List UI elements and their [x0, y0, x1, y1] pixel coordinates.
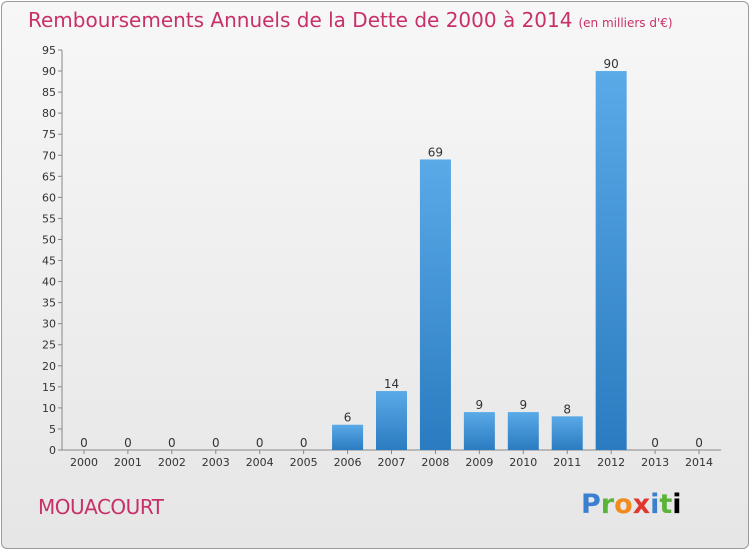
y-tick-label: 65	[42, 170, 56, 183]
y-tick-label: 20	[42, 360, 56, 373]
x-tick-label: 2010	[509, 456, 537, 469]
y-tick-label: 55	[42, 212, 56, 225]
x-tick-label: 2004	[246, 456, 274, 469]
x-tick-label: 2013	[641, 456, 669, 469]
x-tick-label: 2011	[553, 456, 581, 469]
y-tick-label: 15	[42, 381, 56, 394]
y-tick-label: 35	[42, 297, 56, 310]
y-tick-label: 95	[42, 44, 56, 57]
data-label: 0	[651, 436, 659, 450]
y-tick-label: 30	[42, 318, 56, 331]
bar	[551, 416, 583, 450]
y-tick-label: 10	[42, 402, 56, 415]
data-labels-group: 0 0 0 0 0 0 6 14 69 9 9 8 90 0 0	[80, 57, 703, 450]
commune-name: MOUACOURT	[38, 495, 164, 519]
x-tick-label: 2008	[421, 456, 449, 469]
data-label: 8	[563, 402, 571, 416]
y-tick-label: 0	[49, 444, 56, 457]
data-label: 0	[212, 436, 220, 450]
logo-letter: r	[600, 489, 615, 520]
data-label: 0	[80, 436, 88, 450]
y-tick-label: 90	[42, 65, 56, 78]
data-label: 90	[604, 57, 619, 71]
y-tick-label: 50	[42, 233, 56, 246]
logo-letter: i	[672, 489, 682, 520]
logo-letter: i	[650, 489, 660, 520]
y-tick-label: 60	[42, 191, 56, 204]
y-tick-label: 70	[42, 149, 56, 162]
data-label: 0	[124, 436, 132, 450]
y-tick-label: 45	[42, 255, 56, 268]
x-axis: 2000 2001 2002 2003 2004 2005 2006 2007 2008 2009…	[62, 449, 721, 469]
x-tick-label: 2002	[158, 456, 186, 469]
x-tick-label: 2009	[465, 456, 493, 469]
x-tick-label: 2012	[597, 456, 625, 469]
logo-letter: t	[659, 489, 673, 520]
y-tick-label: 40	[42, 276, 56, 289]
logo-letter: P	[581, 489, 601, 520]
bar	[595, 71, 627, 450]
proxiti-logo[interactable]: Proxiti	[581, 489, 682, 520]
data-label: 9	[476, 398, 484, 412]
x-tick-label: 2005	[290, 456, 318, 469]
bar	[463, 412, 495, 450]
x-tick-label: 2006	[334, 456, 362, 469]
x-tick-label: 2000	[70, 456, 98, 469]
chart-title: Remboursements Annuels de la Dette de 20…	[28, 8, 673, 32]
data-label: 6	[344, 411, 352, 425]
bar	[376, 391, 407, 450]
bar	[332, 424, 364, 450]
y-axis: 0 5 10 15 20 25 30 35 40 45 50 55 60 65 70 75 80 85 90 95	[42, 44, 63, 457]
bars-group	[332, 71, 627, 450]
x-tick-label: 2001	[114, 456, 142, 469]
chart-unit-text: (en milliers d'€)	[578, 16, 673, 30]
data-label: 14	[384, 377, 399, 391]
data-label: 69	[428, 145, 443, 159]
y-tick-label: 5	[49, 423, 56, 436]
logo-letter: x	[632, 489, 651, 520]
y-tick-label: 80	[42, 107, 56, 120]
y-tick-label: 25	[42, 339, 56, 352]
chart-title-text: Remboursements Annuels de la Dette de 20…	[28, 8, 573, 32]
bar	[419, 159, 451, 450]
logo-letter: o	[614, 489, 633, 520]
data-label: 0	[695, 436, 703, 450]
data-label: 9	[519, 398, 527, 412]
data-label: 0	[300, 436, 308, 450]
y-tick-label: 85	[42, 86, 56, 99]
x-tick-label: 2003	[202, 456, 230, 469]
x-tick-label: 2014	[685, 456, 713, 469]
data-label: 0	[168, 436, 176, 450]
x-tick-label: 2007	[378, 456, 406, 469]
data-label: 0	[256, 436, 264, 450]
bar	[507, 412, 539, 450]
y-tick-label: 75	[42, 128, 56, 141]
